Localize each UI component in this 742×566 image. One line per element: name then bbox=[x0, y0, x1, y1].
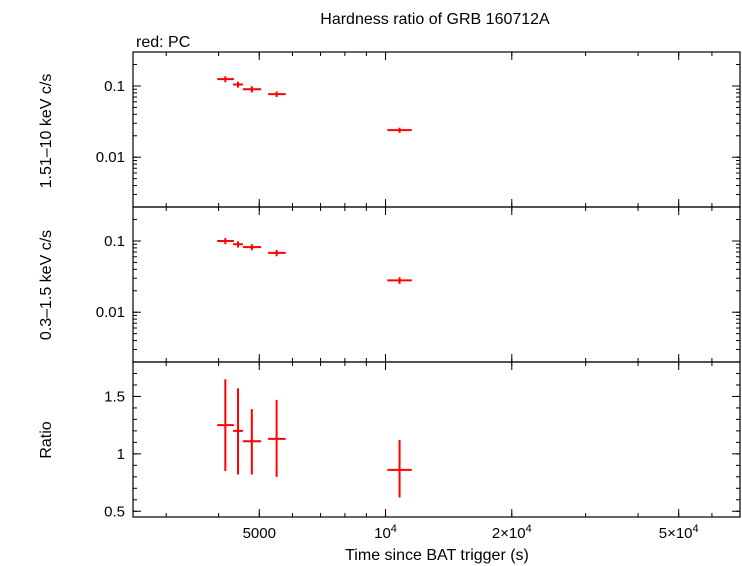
x-tick-label: 2×104 bbox=[492, 523, 532, 542]
y-tick-label: 0.01 bbox=[96, 304, 125, 321]
panel-1-frame bbox=[132, 51, 741, 208]
y-tick-label: 0.1 bbox=[104, 78, 125, 95]
plot-layer: 0.1 0.01 0.1 0.01 0.5 1 1.5 5000 104 2×104 5×104 bbox=[96, 51, 741, 542]
x-tick-label-exponent: 4 bbox=[391, 523, 397, 535]
panel-1-y-label: 1.51–10 keV c/s bbox=[38, 74, 55, 189]
y-tick-label: 1.5 bbox=[104, 388, 125, 405]
x-axis-label: Time since BAT trigger (s) bbox=[345, 547, 529, 564]
x-tick-label: 5×104 bbox=[659, 523, 699, 542]
panel-3-y-label: Ratio bbox=[38, 421, 55, 458]
y-tick-label: 0.5 bbox=[104, 503, 125, 520]
x-tick-label: 104 bbox=[374, 523, 397, 542]
y-tick-label: 0.1 bbox=[104, 233, 125, 250]
x-tick-label: 5000 bbox=[243, 525, 276, 542]
panel-2-y-label: 0.3–1.5 keV c/s bbox=[38, 230, 55, 340]
x-tick-label-exponent: 4 bbox=[693, 523, 699, 535]
x-tick-label-exponent: 4 bbox=[526, 523, 532, 535]
chart-subtitle: red: PC bbox=[136, 34, 190, 51]
panel-2-frame bbox=[132, 206, 741, 363]
panel-3-frame bbox=[132, 361, 741, 518]
y-tick-label: 1 bbox=[117, 446, 125, 463]
y-tick-label: 0.01 bbox=[96, 149, 125, 166]
chart-title: Hardness ratio of GRB 160712A bbox=[320, 11, 550, 28]
